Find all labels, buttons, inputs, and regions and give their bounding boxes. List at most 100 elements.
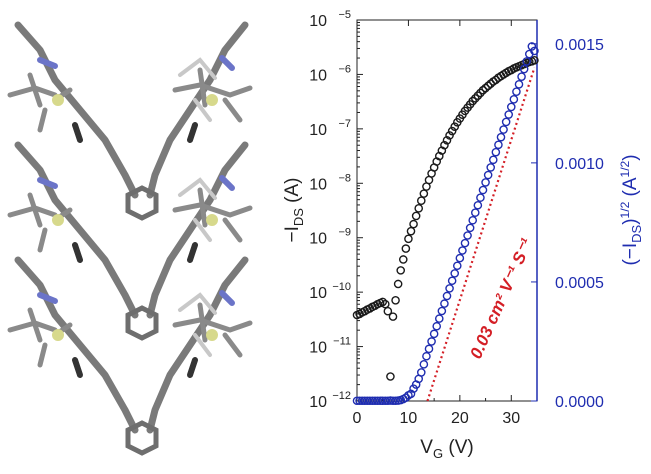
x-tick-label: 20 bbox=[451, 410, 469, 427]
data-point bbox=[468, 215, 478, 225]
left-arm-bond bbox=[14, 141, 139, 319]
nitrogen-atom bbox=[37, 57, 58, 69]
data-point bbox=[383, 306, 393, 316]
data-point bbox=[404, 234, 413, 244]
data-point bbox=[432, 321, 442, 331]
right-side-group bbox=[172, 302, 253, 358]
y-right-tick-label: 0.0010 bbox=[555, 156, 604, 173]
data-point bbox=[401, 244, 411, 253]
data-point bbox=[416, 368, 426, 377]
data-point bbox=[530, 46, 539, 56]
data-point bbox=[388, 312, 398, 321]
y-left-tick-exponent: −11 bbox=[333, 336, 351, 348]
right-arm-bond bbox=[146, 21, 249, 199]
crystal-packing-image bbox=[7, 21, 253, 456]
oxygen-atom bbox=[72, 122, 83, 143]
data-point bbox=[460, 238, 470, 248]
y-left-tick-label: 10 bbox=[309, 394, 327, 411]
left-arm-bond bbox=[14, 256, 139, 434]
molecule-layer bbox=[7, 141, 253, 341]
y-right-tick-label: 0.0015 bbox=[555, 37, 604, 54]
data-point bbox=[398, 255, 408, 264]
y-left-tick-label: 10 bbox=[309, 122, 327, 139]
mobility-annotation: 0.03 cm² V⁻¹ S⁻¹ bbox=[466, 235, 536, 361]
background-bond bbox=[178, 177, 217, 242]
data-point bbox=[450, 122, 460, 131]
data-point bbox=[476, 193, 485, 202]
data-point bbox=[509, 94, 519, 104]
data-point bbox=[483, 170, 493, 180]
data-point bbox=[478, 185, 488, 195]
data-point bbox=[527, 42, 537, 51]
data-point bbox=[481, 178, 490, 187]
y-right-tick-label: 0.0005 bbox=[555, 275, 604, 292]
sulfur-atom bbox=[206, 214, 218, 226]
y-right-tick-label: 0.0000 bbox=[555, 394, 604, 411]
data-point bbox=[393, 279, 403, 289]
right-arm-bond bbox=[146, 256, 249, 434]
data-point bbox=[419, 189, 429, 198]
y-left-tick-exponent: −6 bbox=[338, 63, 351, 75]
data-point bbox=[452, 261, 462, 271]
data-point bbox=[440, 299, 449, 308]
series-log-current bbox=[352, 55, 539, 381]
sulfur-atom bbox=[52, 214, 64, 226]
benzene-ring bbox=[125, 420, 159, 456]
data-point bbox=[522, 57, 532, 66]
data-point bbox=[378, 297, 388, 307]
data-point bbox=[447, 276, 457, 286]
plot-frame bbox=[356, 19, 538, 402]
sulfur-atom bbox=[206, 329, 218, 341]
data-point bbox=[411, 211, 421, 221]
data-point bbox=[473, 200, 483, 210]
sulfur-atom bbox=[206, 94, 218, 106]
data-point bbox=[442, 135, 452, 145]
oxygen-atom bbox=[72, 242, 83, 263]
data-point bbox=[465, 223, 475, 233]
data-point bbox=[501, 117, 511, 127]
data-point bbox=[512, 87, 521, 96]
data-point bbox=[519, 64, 529, 74]
x-tick-label: 0 bbox=[353, 410, 362, 427]
y-left-tick-label: 10 bbox=[309, 340, 327, 357]
data-point bbox=[391, 296, 400, 305]
data-point bbox=[455, 253, 465, 263]
data-point bbox=[470, 208, 480, 217]
data-point bbox=[463, 231, 472, 240]
oxygen-atom bbox=[187, 357, 198, 378]
data-point bbox=[491, 147, 501, 157]
nitrogen-atom bbox=[37, 292, 58, 304]
data-point bbox=[442, 291, 452, 301]
data-point bbox=[483, 81, 493, 91]
y-left-tick-exponent: −12 bbox=[332, 390, 351, 402]
data-point bbox=[496, 132, 506, 142]
data-point bbox=[499, 125, 508, 134]
data-point bbox=[481, 83, 490, 93]
data-point bbox=[494, 140, 503, 150]
data-point bbox=[478, 85, 488, 95]
sulfur-atom bbox=[52, 329, 64, 341]
data-point bbox=[488, 155, 498, 165]
molecule-stack bbox=[7, 21, 253, 456]
data-point bbox=[445, 284, 454, 293]
data-point bbox=[406, 226, 416, 236]
molecule-layer bbox=[7, 256, 253, 456]
data-point bbox=[473, 91, 483, 100]
data-point bbox=[427, 337, 436, 346]
right-side-group bbox=[172, 187, 253, 243]
data-point bbox=[429, 329, 439, 339]
y-left-tick-label: 10 bbox=[309, 231, 327, 248]
y-left-tick-exponent: −7 bbox=[338, 118, 351, 130]
data-point bbox=[468, 96, 478, 106]
x-axis-label: VG (V) bbox=[420, 437, 473, 461]
y-left-axis-label: −IDS (A) bbox=[282, 177, 306, 242]
data-point bbox=[434, 314, 444, 323]
data-point bbox=[504, 110, 514, 119]
data-point bbox=[414, 204, 424, 213]
data-point bbox=[419, 360, 429, 369]
y-left-tick-exponent: −9 bbox=[338, 227, 351, 239]
oxygen-atom bbox=[187, 122, 198, 143]
data-point bbox=[409, 219, 418, 229]
data-point bbox=[437, 306, 447, 316]
x-tick-label: 30 bbox=[502, 410, 520, 427]
